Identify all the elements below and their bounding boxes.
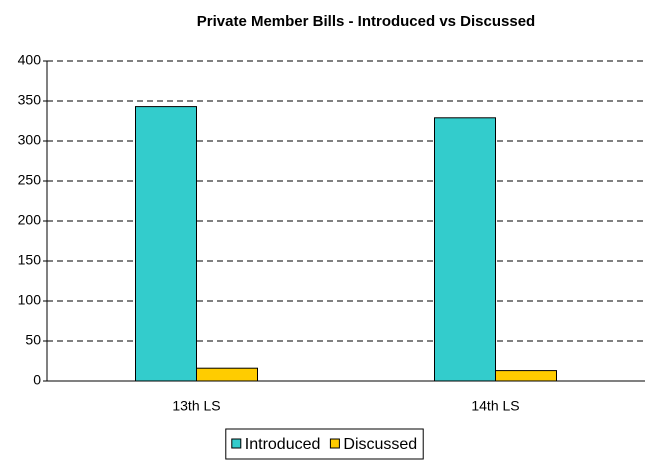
- y-tick-label: 300: [18, 132, 42, 148]
- y-tick-label: 100: [18, 292, 42, 308]
- y-tick-label: 250: [18, 172, 42, 188]
- legend-box: [225, 428, 424, 460]
- legend-label: Introduced: [245, 436, 321, 453]
- legend-swatch: [231, 438, 242, 449]
- legend-swatch: [329, 438, 340, 449]
- legend-label: Discussed: [343, 436, 417, 453]
- legend: Introduced Discussed: [225, 428, 424, 460]
- chart-title: Private Member Bills - Introduced vs Dis…: [197, 13, 535, 30]
- y-tick-label: 350: [18, 92, 42, 108]
- bar: [495, 370, 557, 382]
- x-tick-label: 14th LS: [471, 398, 519, 414]
- bar: [434, 117, 496, 382]
- y-tick-label: 0: [33, 372, 41, 388]
- y-tick-label: 150: [18, 252, 42, 268]
- bar: [135, 106, 197, 382]
- bar: [196, 367, 258, 382]
- y-tick-label: 50: [25, 332, 41, 348]
- y-tick-label: 200: [18, 212, 42, 228]
- x-tick-label: 13th LS: [172, 398, 220, 414]
- y-tick-label: 400: [18, 52, 42, 68]
